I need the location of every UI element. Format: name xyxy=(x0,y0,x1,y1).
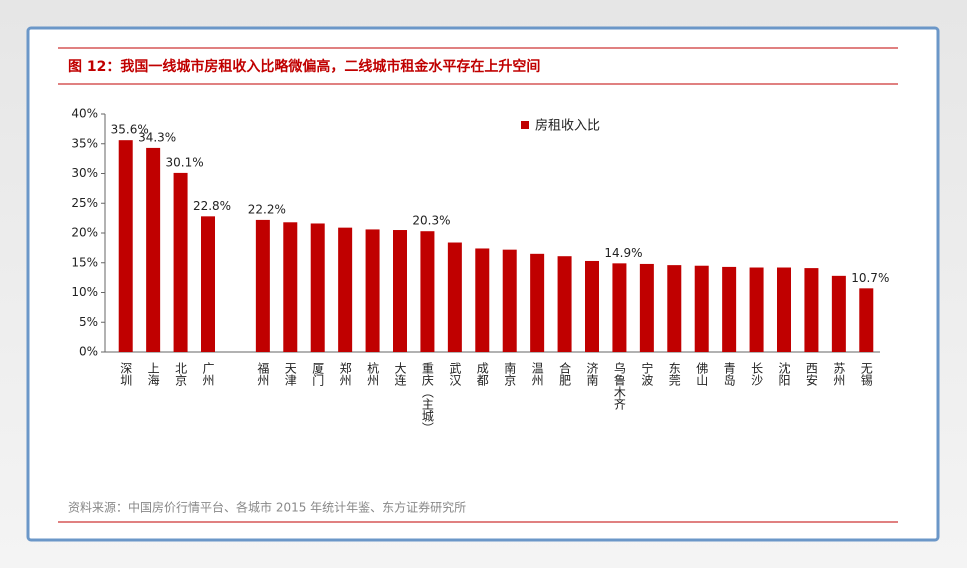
bar xyxy=(585,260,599,352)
bar xyxy=(502,249,517,352)
bar xyxy=(338,227,353,352)
y-tick-label: 15% xyxy=(71,255,98,269)
x-tick-label: 沈阳 xyxy=(777,361,791,386)
x-tick-label: 成都 xyxy=(475,362,489,386)
x-tick-label: 福州 xyxy=(256,361,270,386)
x-tick-label: 乌鲁木齐 xyxy=(612,361,626,410)
bar xyxy=(777,267,791,352)
y-tick-label: 10% xyxy=(71,285,98,299)
x-tick-label: 无锡 xyxy=(859,362,873,387)
x-tick-label: 重庆（主城） xyxy=(420,362,434,434)
x-tick-label: 苏州 xyxy=(832,362,846,386)
y-tick-label: 20% xyxy=(71,226,98,240)
y-tick-label: 25% xyxy=(71,196,98,210)
data-label: 10.7% xyxy=(851,271,889,285)
y-tick-label: 5% xyxy=(79,315,98,329)
bar xyxy=(255,219,270,352)
x-tick-label: 长沙 xyxy=(750,362,764,386)
data-label: 14.9% xyxy=(604,246,642,260)
bar xyxy=(146,147,161,352)
x-tick-label: 大连 xyxy=(393,362,407,387)
x-tick-label: 西安 xyxy=(804,362,818,386)
x-tick-label: 郑州 xyxy=(338,361,352,386)
data-label: 22.2% xyxy=(248,202,286,216)
x-tick-label: 合肥 xyxy=(558,361,572,386)
bar xyxy=(639,263,654,352)
bar xyxy=(831,275,846,352)
bar xyxy=(667,265,682,352)
x-tick-label: 厦门 xyxy=(311,362,325,386)
bar xyxy=(557,256,572,352)
x-tick-label: 深圳 xyxy=(119,362,133,386)
bar xyxy=(722,266,737,352)
data-label: 22.8% xyxy=(193,199,231,213)
bar xyxy=(612,263,627,352)
legend-label: 房租收入比 xyxy=(535,118,600,134)
bar xyxy=(475,248,490,352)
data-label: 35.6% xyxy=(111,123,149,137)
bar xyxy=(393,230,407,352)
bar xyxy=(859,288,874,352)
legend-swatch xyxy=(521,121,529,129)
x-tick-label: 青岛 xyxy=(722,362,736,387)
x-tick-label: 北京 xyxy=(174,362,188,387)
bar xyxy=(420,231,435,352)
data-label: 20.3% xyxy=(412,214,450,228)
x-tick-label: 天津 xyxy=(283,362,297,386)
bar xyxy=(530,253,545,352)
x-tick-label: 佛山 xyxy=(695,362,709,386)
data-label: 34.3% xyxy=(138,130,176,144)
source: 资料来源：中国房价行情平台、各城市 2015 年统计年鉴、东方证券研究所 xyxy=(68,500,466,515)
bar xyxy=(365,229,380,352)
x-tick-label: 广州 xyxy=(201,362,215,386)
x-tick-label: 宁波 xyxy=(640,361,654,387)
data-label: 30.1% xyxy=(166,155,204,169)
bar xyxy=(749,267,764,352)
x-tick-label: 东莞 xyxy=(667,362,681,387)
x-tick-label: 武汉 xyxy=(448,362,462,386)
chart-title: 图 12：我国一线城市房租收入比略微偏高，二线城市租金水平存在上升空间 xyxy=(68,58,540,75)
bar xyxy=(201,216,215,352)
y-tick-label: 35% xyxy=(71,136,98,150)
x-tick-label: 南京 xyxy=(503,361,517,387)
y-tick-label: 0% xyxy=(79,345,98,359)
x-tick-label: 济南 xyxy=(585,361,599,386)
x-tick-label: 上海 xyxy=(146,362,160,386)
bar xyxy=(310,223,325,352)
bar xyxy=(694,265,709,352)
bar xyxy=(447,242,462,352)
bar xyxy=(118,140,133,352)
y-tick-label: 40% xyxy=(71,107,98,121)
bar xyxy=(173,172,188,352)
x-tick-label: 杭州 xyxy=(366,361,380,386)
bar xyxy=(283,222,298,352)
bar xyxy=(804,268,819,352)
x-tick-label: 温州 xyxy=(530,362,544,386)
y-tick-label: 30% xyxy=(71,166,98,180)
